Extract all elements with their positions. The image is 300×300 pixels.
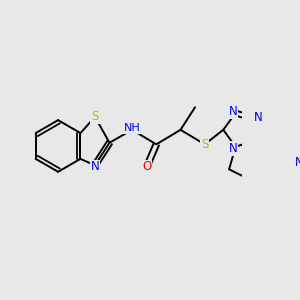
Text: S: S [91,110,99,123]
Text: S: S [201,138,208,151]
Text: N: N [229,142,238,155]
Text: N: N [229,105,238,118]
Text: O: O [142,160,151,173]
Text: NH: NH [124,123,140,133]
Text: N: N [295,156,300,170]
Text: N: N [91,160,99,173]
Text: N: N [254,111,262,124]
